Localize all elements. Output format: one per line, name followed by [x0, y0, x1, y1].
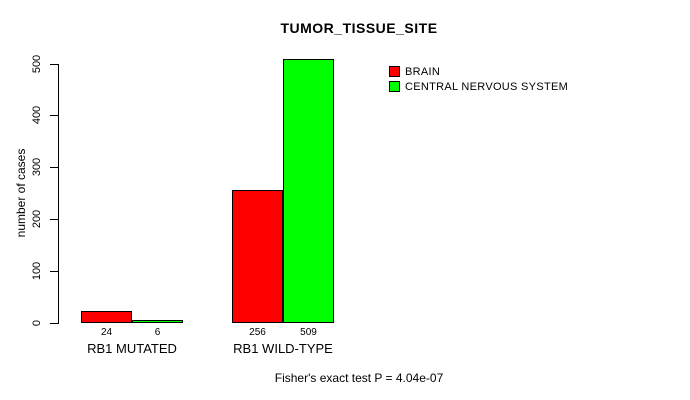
- y-axis-tick-label: 400: [31, 105, 43, 125]
- bar-brain: [81, 311, 132, 323]
- bar-value-label: 6: [154, 327, 161, 338]
- y-axis-tick-label: 200: [31, 209, 43, 229]
- legend: BRAIN CENTRAL NERVOUS SYSTEM: [389, 64, 568, 94]
- legend-label: BRAIN: [405, 65, 441, 78]
- y-axis-tick: [50, 323, 59, 324]
- bar-value-label: 256: [249, 327, 266, 338]
- legend-item: BRAIN: [389, 64, 568, 79]
- y-axis-tick-label: 500: [31, 54, 43, 74]
- stat-test-caption: Fisher's exact test P = 4.04e-07: [274, 371, 444, 385]
- legend-item: CENTRAL NERVOUS SYSTEM: [389, 79, 568, 94]
- legend-swatch-brain: [389, 66, 400, 77]
- legend-label: CENTRAL NERVOUS SYSTEM: [405, 80, 569, 93]
- chart-title: TUMOR_TISSUE_SITE: [280, 20, 438, 36]
- y-axis-tick: [50, 167, 59, 168]
- y-axis-tick-label: 100: [31, 261, 43, 281]
- y-axis-line: [58, 64, 59, 324]
- y-axis-tick-label: 300: [31, 157, 43, 177]
- category-label: RB1 WILD-TYPE: [233, 341, 333, 356]
- y-axis-tick: [50, 271, 59, 272]
- bar-central-nervous-system: [132, 320, 183, 323]
- y-axis-tick: [50, 64, 59, 65]
- legend-swatch-central-nervous-system: [389, 81, 400, 92]
- y-axis-title: number of cases: [14, 148, 28, 238]
- y-axis-tick: [50, 219, 59, 220]
- bar-value-label: 509: [300, 327, 317, 338]
- bar-brain: [232, 190, 283, 323]
- y-axis-tick-label: 0: [31, 319, 43, 327]
- category-label: RB1 MUTATED: [87, 341, 177, 356]
- y-axis-tick: [50, 115, 59, 116]
- bar-value-label: 24: [100, 327, 113, 338]
- bar-central-nervous-system: [283, 59, 334, 323]
